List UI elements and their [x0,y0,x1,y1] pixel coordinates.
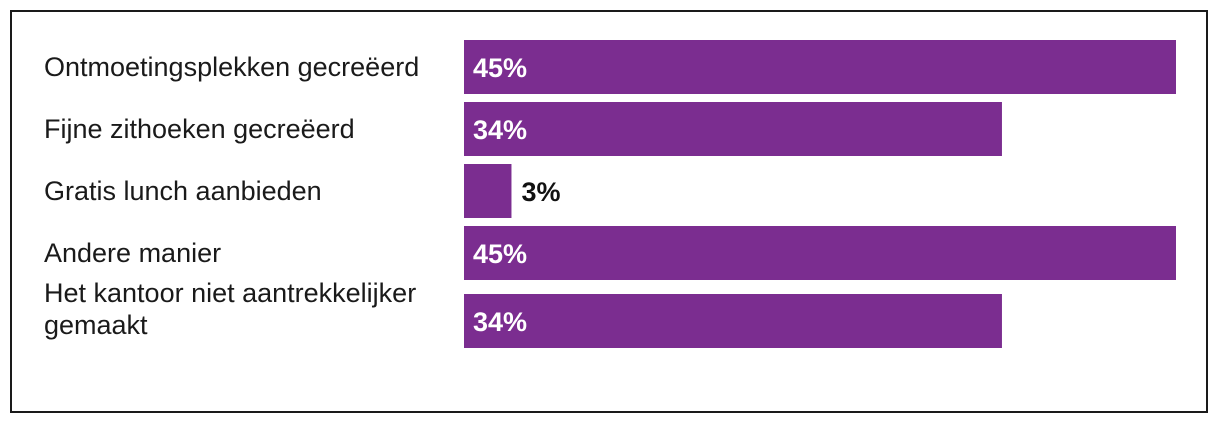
value-label-2: 34% [473,115,527,145]
value-label-4: 45% [473,239,527,269]
category-label-5: Het kantoor niet aantrekkelijker gemaakt [44,278,416,340]
value-label-5: 34% [473,307,527,337]
bar-1 [464,40,1176,94]
bar-4 [464,226,1176,280]
bar-3 [464,164,512,218]
value-label-3: 3% [521,177,560,207]
category-label-4: Andere manier [44,238,221,268]
value-label-1: 45% [473,53,527,83]
category-label-2: Fijne zithoeken gecreëerd [44,114,355,144]
category-label-1: Ontmoetingsplekken gecreëerd [44,52,419,82]
bar-5 [464,294,1002,348]
bar-2 [464,102,1002,156]
category-label-3: Gratis lunch aanbieden [44,176,322,206]
